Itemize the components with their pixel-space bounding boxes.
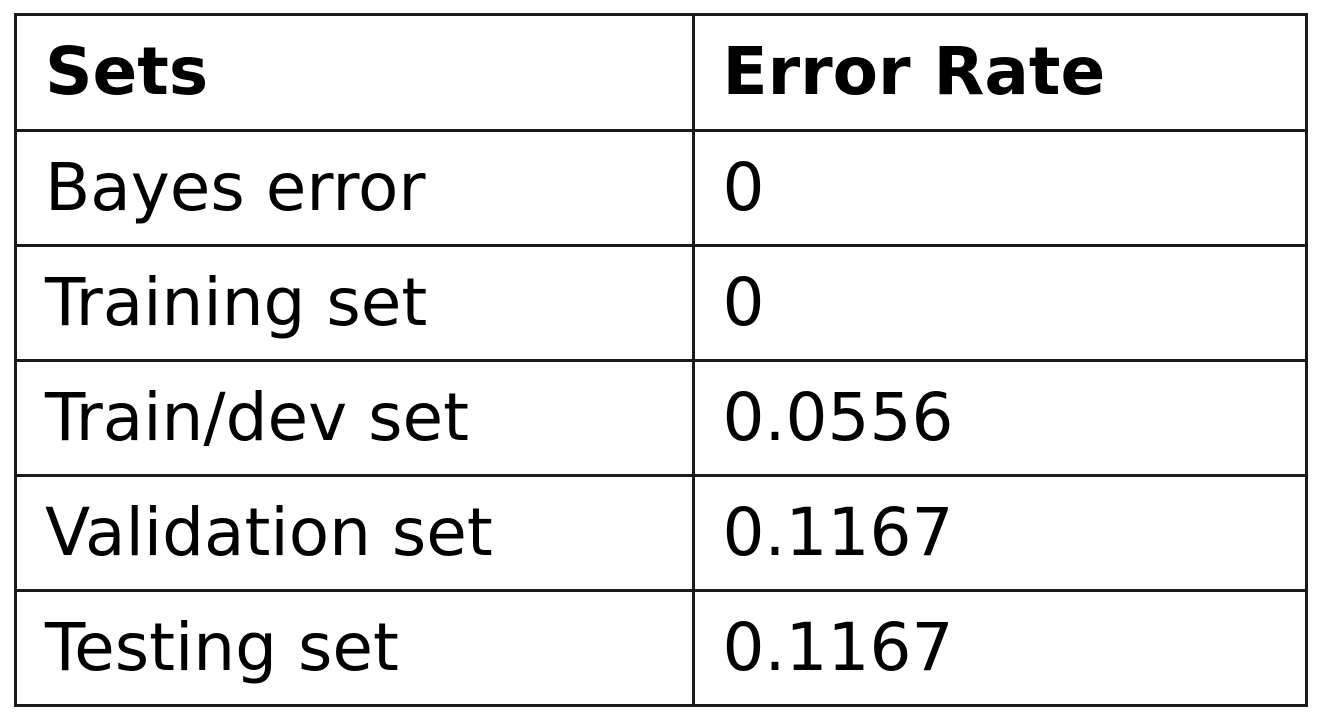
table-row: Bayes error 0 xyxy=(17,128,1305,247)
set-name-cell: Validation set xyxy=(17,473,695,592)
error-rate-table-container: Sets Error Rate Bayes error 0 Training s… xyxy=(14,13,1308,707)
header-sets: Sets xyxy=(17,16,695,132)
error-rate-cell: 0.0556 xyxy=(691,358,1305,477)
error-rate-cell: 0 xyxy=(691,243,1305,362)
table-row: Testing set 0.1167 xyxy=(17,588,1305,705)
table-row: Train/dev set 0.0556 xyxy=(17,358,1305,477)
error-rate-cell: 0.1167 xyxy=(691,473,1305,592)
error-rate-table: Sets Error Rate Bayes error 0 Training s… xyxy=(17,16,1305,705)
set-name-cell: Training set xyxy=(17,243,695,362)
set-name-cell: Train/dev set xyxy=(17,358,695,477)
set-name-cell: Testing set xyxy=(17,588,695,705)
error-rate-cell: 0.1167 xyxy=(691,588,1305,705)
error-rate-cell: 0 xyxy=(691,128,1305,247)
set-name-cell: Bayes error xyxy=(17,128,695,247)
header-error-rate: Error Rate xyxy=(691,16,1305,132)
table-header-row: Sets Error Rate xyxy=(17,16,1305,132)
table-row: Validation set 0.1167 xyxy=(17,473,1305,592)
table-row: Training set 0 xyxy=(17,243,1305,362)
